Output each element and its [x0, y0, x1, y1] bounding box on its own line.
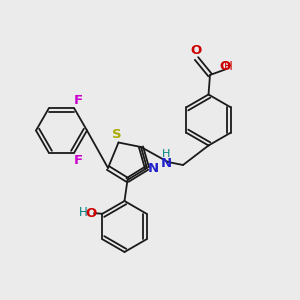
Text: H: H: [224, 59, 232, 73]
Text: H: H: [162, 148, 171, 159]
Text: O: O: [191, 44, 202, 58]
Text: O: O: [219, 59, 231, 73]
Text: F: F: [74, 94, 83, 106]
Text: F: F: [74, 154, 83, 167]
Text: H: H: [79, 206, 87, 219]
Text: N: N: [148, 161, 159, 175]
Text: O: O: [85, 207, 97, 220]
Text: S: S: [112, 128, 122, 141]
Text: N: N: [161, 157, 172, 170]
